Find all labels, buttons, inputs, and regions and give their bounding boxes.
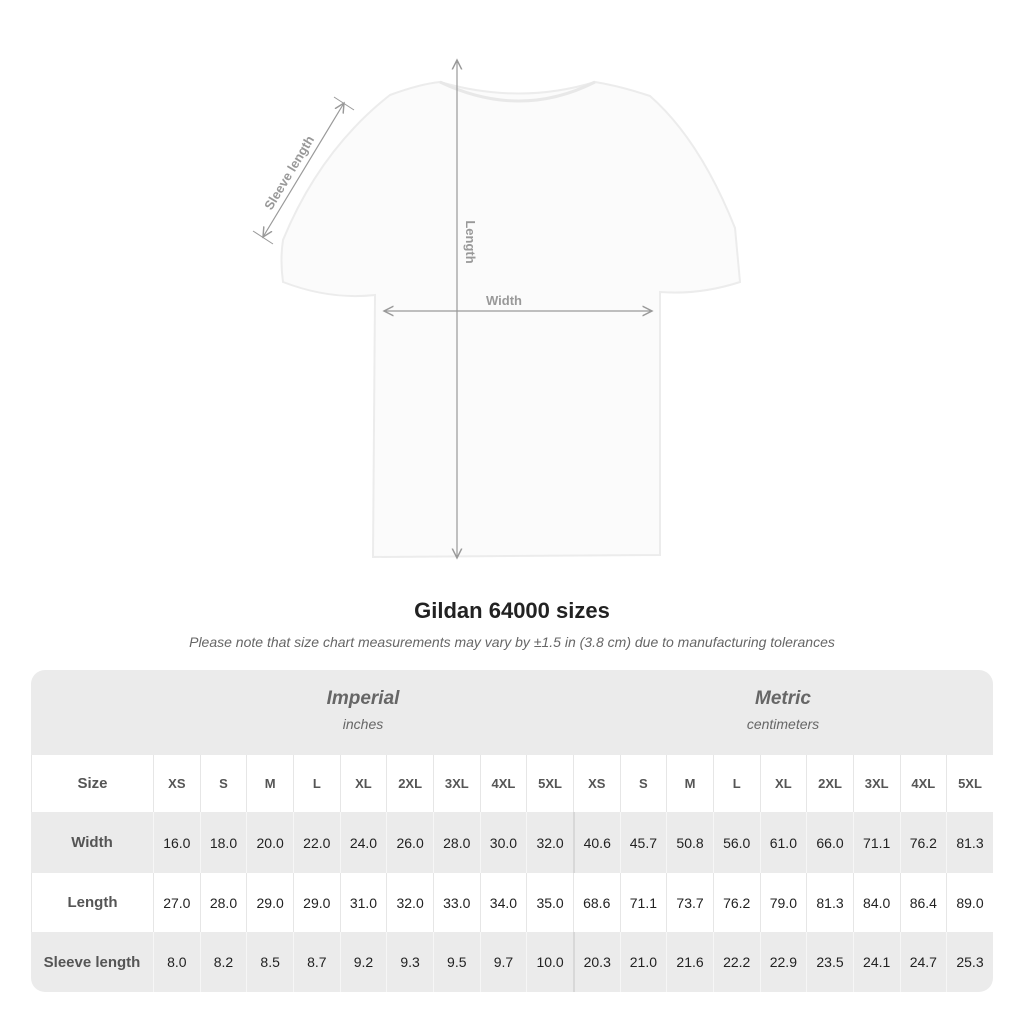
table-row: Width 16.0 18.0 20.0 22.0 24.0 26.0 28.0 30.0 32.… (31, 812, 993, 873)
metric-label: Metric (755, 688, 811, 709)
value-cell: 81.3 (946, 812, 993, 873)
value-cell: 81.3 (806, 873, 853, 932)
row-label: Width (71, 834, 113, 851)
width-label: Width (486, 293, 522, 308)
size-header-cell: XS (572, 755, 620, 812)
value-cell: 25.3 (946, 932, 993, 992)
table-row: Length 27.0 28.0 29.0 29.0 31.0 32.0 33.0 34.0 35… (31, 873, 993, 932)
table-row: Sleeve length 8.0 8.2 8.5 8.7 9.2 9.3 9.5 9.7 10.… (31, 932, 993, 992)
tolerance-note: Please note that size chart measurements… (189, 634, 835, 650)
value-cell: 23.5 (806, 932, 853, 992)
value-cell: 35.0 (526, 873, 573, 932)
value-cell: 79.0 (759, 873, 807, 932)
row-label: Length (31, 873, 153, 932)
value-cell: 20.3 (572, 932, 620, 992)
value-cell: 28.0 (199, 873, 247, 932)
size-header-cell: 4XL (479, 755, 527, 812)
value-cell: 32.0 (386, 873, 433, 932)
value-cell: 8.2 (199, 932, 247, 992)
value-cell: 16.0 (153, 812, 200, 873)
value-cell: 40.6 (572, 812, 620, 873)
value-cell: 71.1 (619, 873, 667, 932)
value-cell: 28.0 (432, 812, 480, 873)
value-cell: 33.0 (432, 873, 480, 932)
size-header-cell: 5XL (946, 755, 993, 812)
size-header-cell: M (666, 755, 713, 812)
value-cell: 29.0 (246, 873, 293, 932)
imperial-label: Imperial (326, 688, 400, 709)
value-cell: 8.0 (153, 932, 200, 992)
size-header-cell: XL (339, 755, 387, 812)
value-cell: 27.0 (153, 873, 200, 932)
value-cell: 29.0 (292, 873, 340, 932)
size-header-cell: 3XL (432, 755, 480, 812)
value-cell: 22.9 (759, 932, 807, 992)
value-cell: 8.7 (292, 932, 340, 992)
value-cell: 8.5 (246, 932, 293, 992)
value-cell: 21.6 (666, 932, 713, 992)
value-cell: 89.0 (946, 873, 993, 932)
value-cell: 73.7 (666, 873, 713, 932)
value-cell: 9.3 (386, 932, 433, 992)
size-header-cell: 5XL (526, 755, 573, 812)
value-cell: 20.0 (246, 812, 293, 873)
row-label: Size (31, 755, 153, 812)
value-cell: 31.0 (339, 873, 387, 932)
value-cell: 30.0 (479, 812, 527, 873)
value-cell: 71.1 (852, 812, 900, 873)
value-cell: 9.2 (339, 932, 387, 992)
imperial-header: Imperial inches (153, 670, 573, 755)
value-cell: 26.0 (386, 812, 433, 873)
size-header-cell: L (292, 755, 340, 812)
size-header-cell: S (199, 755, 247, 812)
value-cell: 21.0 (619, 932, 667, 992)
value-cell: 34.0 (479, 873, 527, 932)
value-cell: 9.5 (432, 932, 480, 992)
value-cell: 10.0 (526, 932, 573, 992)
size-header-row: Size XS S M L XL 2XL 3XL 4XL 5XL XS S M L XL 2XL 3XL 4XL 5… (31, 755, 993, 812)
size-table: Imperial inches Metric centimeters Size X… (31, 670, 993, 992)
size-header-cell: S (619, 755, 667, 812)
value-cell: 18.0 (199, 812, 247, 873)
value-cell: 68.6 (572, 873, 620, 932)
value-cell: 45.7 (619, 812, 667, 873)
size-header-cell: XS (153, 755, 200, 812)
length-label: Length (463, 220, 478, 263)
value-cell: 61.0 (759, 812, 807, 873)
value-cell: 9.7 (479, 932, 527, 992)
value-cell: 24.1 (852, 932, 900, 992)
value-cell: 84.0 (852, 873, 900, 932)
value-cell: 24.0 (339, 812, 387, 873)
value-cell: 50.8 (666, 812, 713, 873)
imperial-unit: inches (342, 716, 384, 732)
size-header-cell: 4XL (899, 755, 947, 812)
value-cell: 76.2 (899, 812, 947, 873)
value-cell: 22.2 (712, 932, 760, 992)
size-header-cell: 2XL (386, 755, 433, 812)
metric-unit: centimeters (746, 716, 820, 732)
size-header-cell: M (246, 755, 293, 812)
row-label: Sleeve length (43, 953, 141, 971)
value-cell: 66.0 (806, 812, 853, 873)
value-cell: 24.7 (899, 932, 947, 992)
size-header-cell: 3XL (852, 755, 900, 812)
sleeve-arrow (263, 103, 344, 237)
value-cell: 76.2 (712, 873, 760, 932)
value-cell: 22.0 (292, 812, 340, 873)
tshirt-diagram: Sleeve length Length Width (252, 0, 742, 580)
tshirt-shape (280, 80, 742, 559)
page-title: Gildan 64000 sizes (414, 598, 610, 623)
size-header-cell: XL (759, 755, 807, 812)
metric-header: Metric centimeters (573, 670, 993, 755)
value-cell: 56.0 (712, 812, 760, 873)
value-cell: 32.0 (526, 812, 573, 873)
value-cell: 86.4 (899, 873, 947, 932)
size-header-cell: L (712, 755, 760, 812)
size-header-cell: 2XL (806, 755, 853, 812)
